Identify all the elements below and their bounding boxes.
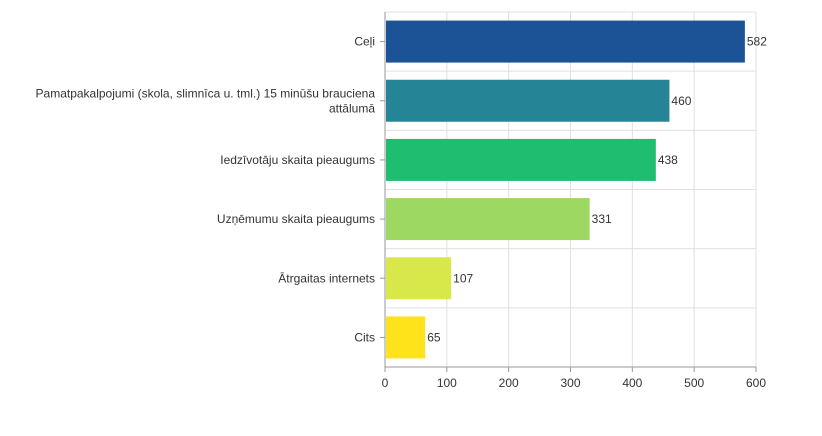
labels: 0 100 200 300 400 500 600 Ceļi 582 Pamatpakalpoju…: [36, 35, 768, 390]
category-label: attālumā: [329, 101, 375, 115]
x-tick-label: 100: [437, 376, 457, 390]
category-label: Iedzīvotāju skaita pieaugums: [220, 153, 375, 167]
data-label: 460: [671, 94, 691, 108]
x-tick-label: 200: [499, 376, 519, 390]
x-tick-label: 600: [746, 376, 766, 390]
x-tick-label: 500: [684, 376, 704, 390]
x-tick-label: 300: [560, 376, 580, 390]
axes: [380, 12, 757, 372]
bar[interactable]: [386, 20, 745, 63]
data-label: 582: [747, 35, 767, 49]
x-tick-label: 0: [382, 376, 389, 390]
bar[interactable]: [386, 79, 670, 122]
grid-lines: [384, 11, 757, 368]
data-label: 331: [592, 212, 612, 226]
bar[interactable]: [386, 316, 426, 359]
data-label: 65: [427, 330, 441, 344]
category-label: Cits: [354, 330, 375, 344]
bars: [386, 20, 745, 359]
x-tick-label: 400: [622, 376, 642, 390]
data-label: 107: [453, 271, 473, 285]
data-label: 438: [658, 153, 678, 167]
category-label: Uzņēmumu skaita pieaugums: [217, 212, 375, 226]
bar[interactable]: [386, 138, 656, 181]
category-label: Ceļi: [354, 35, 375, 49]
category-label: Pamatpakalpojumi (skola, slimnīca u. tml…: [36, 86, 376, 100]
bar[interactable]: [386, 257, 452, 300]
category-label: Ātrgaitas internets: [278, 271, 375, 285]
bar[interactable]: [386, 198, 590, 241]
